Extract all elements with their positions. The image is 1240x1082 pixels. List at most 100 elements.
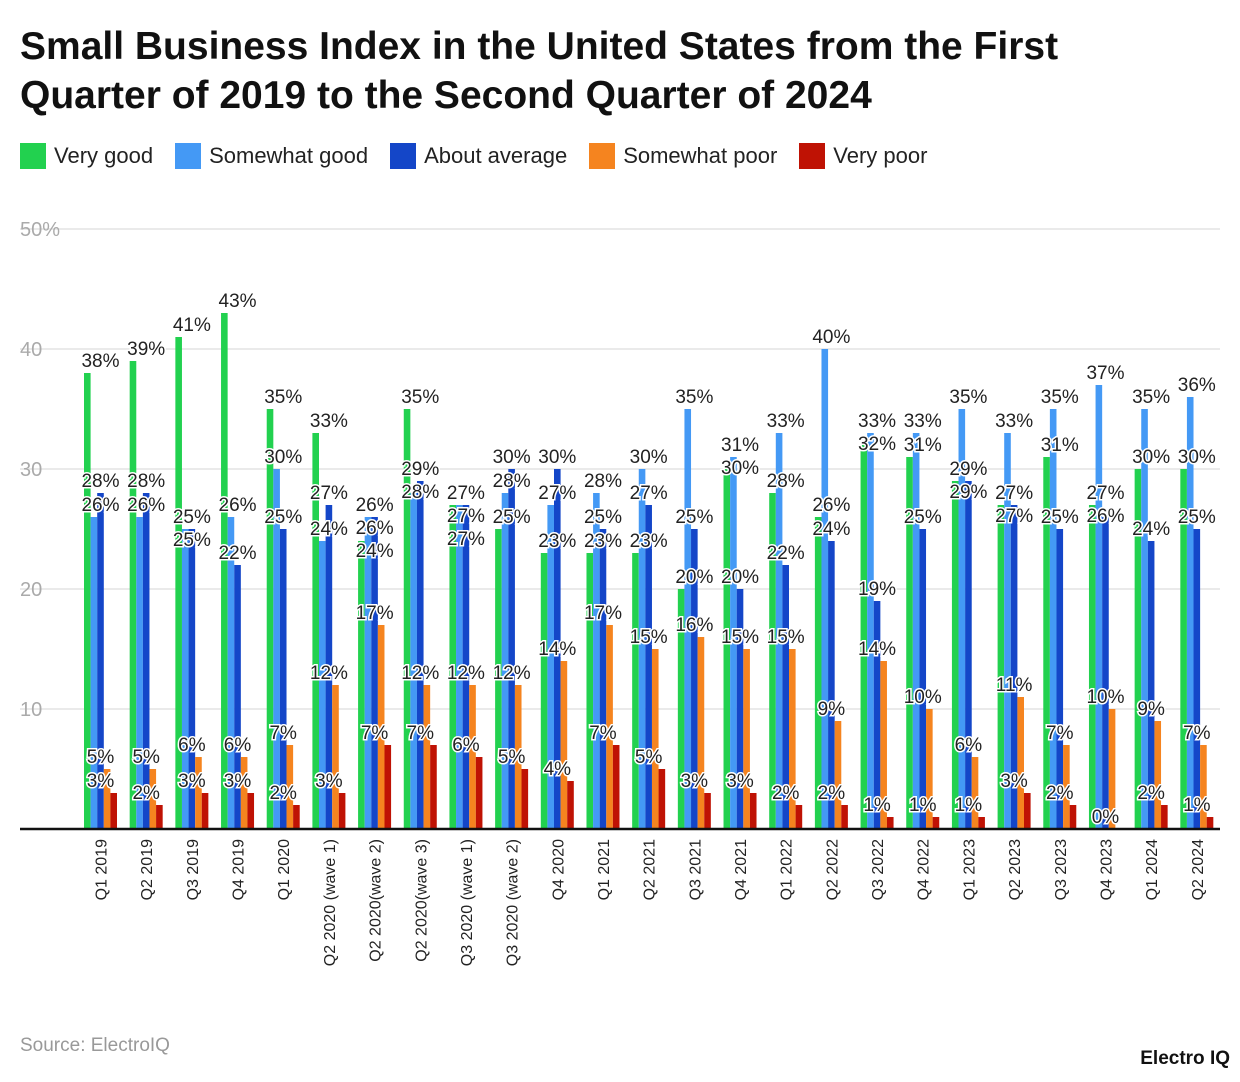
x-tick-label: Q2 2024: [1190, 839, 1207, 900]
bar: [201, 793, 209, 829]
bar: [645, 505, 652, 829]
x-tick-label: Q1 2023: [961, 839, 978, 900]
legend-item: Very good: [20, 143, 153, 169]
data-label: 31%: [1041, 435, 1079, 456]
bar: [828, 541, 835, 829]
bar: [423, 685, 431, 829]
data-label: 17%: [356, 603, 394, 624]
x-tick-label: Q3 2020 (wave 1): [459, 839, 476, 966]
bar: [886, 817, 894, 829]
bar: [462, 505, 470, 829]
bar: [1147, 541, 1155, 829]
data-label: 3%: [681, 771, 709, 792]
data-label: 27%: [1086, 483, 1124, 504]
bar: [416, 481, 424, 829]
data-label: 10%: [1086, 687, 1124, 708]
bar: [749, 793, 757, 829]
bar: [912, 433, 920, 829]
data-label: 35%: [949, 387, 987, 408]
bar: [1095, 385, 1103, 829]
x-tick-label: Q1 2019: [94, 839, 111, 900]
legend-item: About average: [390, 143, 567, 169]
bar: [1004, 433, 1011, 829]
bar: [677, 589, 685, 829]
data-label: 27%: [447, 529, 485, 550]
data-label: 27%: [447, 483, 485, 504]
bar: [586, 553, 594, 829]
data-label: 25%: [264, 507, 302, 528]
data-label: 27%: [310, 483, 348, 504]
bar: [1141, 409, 1148, 829]
bar: [704, 793, 711, 829]
data-label: 25%: [904, 507, 942, 528]
bar: [547, 505, 554, 829]
source-note: Source: ElectroIQ: [20, 1035, 170, 1056]
data-label: 30%: [493, 447, 531, 468]
data-label: 38%: [81, 351, 119, 372]
data-label: 6%: [955, 735, 983, 756]
data-label: 24%: [356, 541, 394, 562]
data-label: 9%: [818, 699, 846, 720]
bar: [475, 757, 483, 829]
data-label: 28%: [127, 471, 165, 492]
bar: [821, 349, 829, 829]
data-label: 26%: [127, 495, 165, 516]
legend-swatch: [175, 143, 202, 169]
data-label: 6%: [452, 735, 480, 756]
bar: [1056, 529, 1064, 829]
data-label: 30%: [1178, 447, 1216, 468]
bar: [567, 781, 574, 829]
brand-logo: Electro IQ: [1140, 1048, 1230, 1069]
x-tick-label: Q4 2022: [916, 839, 933, 900]
bar: [156, 805, 163, 829]
data-label: 2%: [132, 783, 160, 804]
bar: [978, 817, 985, 829]
bar: [971, 757, 979, 829]
data-label: 31%: [721, 435, 759, 456]
data-label: 23%: [584, 531, 622, 552]
data-label: 33%: [767, 411, 805, 432]
data-label: 7%: [269, 723, 297, 744]
x-tick-label: Q2 2022: [824, 839, 841, 900]
x-tick-label: Q3 2019: [185, 839, 202, 900]
data-label: 12%: [310, 663, 348, 684]
legend-item: Somewhat good: [175, 143, 368, 169]
legend: Very good Somewhat good About average Somew…: [20, 143, 927, 169]
data-label: 12%: [447, 663, 485, 684]
bar: [540, 553, 548, 829]
bar: [612, 745, 620, 829]
bar: [293, 805, 300, 829]
data-label: 35%: [1132, 387, 1170, 408]
data-label: 43%: [219, 291, 257, 312]
bar: [508, 469, 515, 829]
bar: [632, 553, 639, 829]
bar: [775, 433, 783, 829]
bar: [514, 685, 522, 829]
data-label: 28%: [584, 471, 622, 492]
data-label: 1%: [1183, 795, 1211, 816]
bar: [410, 493, 417, 829]
data-label: 33%: [310, 411, 348, 432]
bar: [325, 505, 333, 829]
data-label: 28%: [767, 471, 805, 492]
y-tick-label: 20: [20, 579, 42, 601]
x-tick-label: Q2 2023: [1007, 839, 1024, 900]
bar: [430, 745, 437, 829]
data-label: 7%: [1183, 723, 1211, 744]
bar: [606, 625, 613, 829]
bar: [247, 793, 255, 829]
bar: [736, 589, 744, 829]
legend-swatch: [799, 143, 826, 169]
data-label: 6%: [178, 735, 206, 756]
bar: [358, 541, 365, 829]
data-label: 3%: [87, 771, 115, 792]
data-label: 37%: [1086, 363, 1124, 384]
y-tick-label: 10: [20, 699, 42, 721]
bar: [795, 805, 803, 829]
x-tick-label: Q4 2020: [550, 839, 567, 900]
data-label: 4%: [544, 759, 572, 780]
data-label: 32%: [858, 434, 896, 455]
bar: [814, 517, 822, 829]
bar: [338, 793, 346, 829]
